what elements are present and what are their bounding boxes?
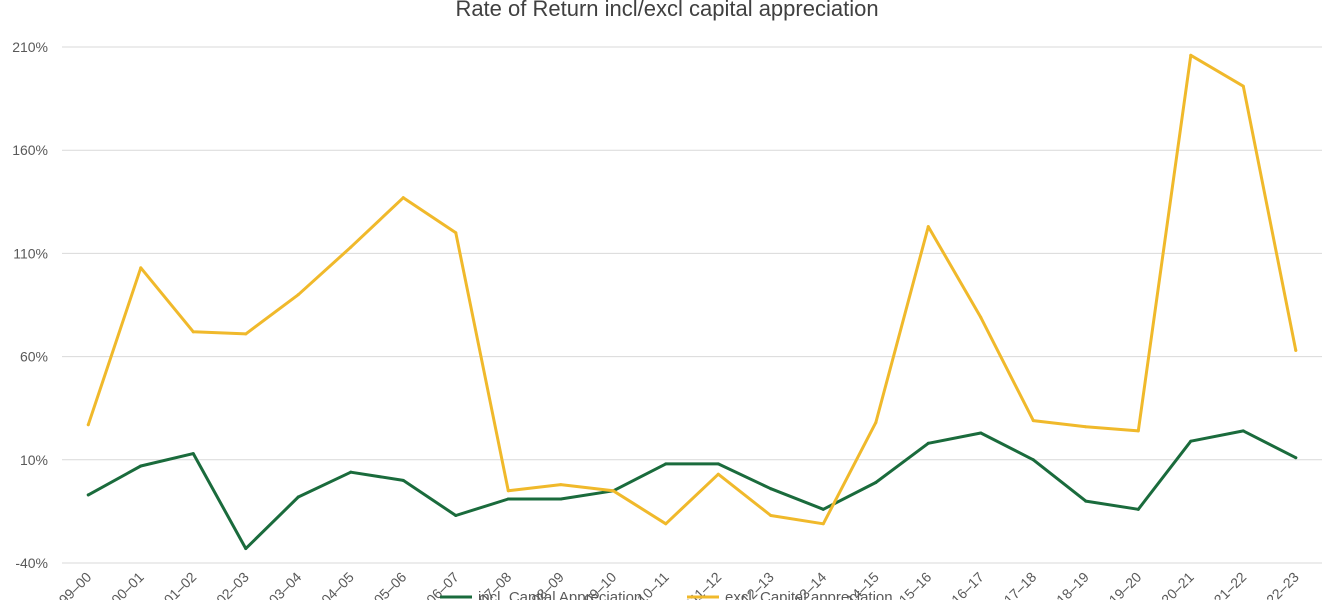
chart-title: Rate of Return incl/excl capital appreci…: [455, 0, 879, 21]
x-tick-label: 2001–02: [150, 569, 200, 600]
x-axis-ticks: 1999–00 2000–01 2001–02 2002–03 2003–04 2004–…: [45, 569, 1303, 600]
data-point: [874, 481, 878, 485]
y-tick-label: 160%: [12, 142, 48, 158]
data-point: [139, 464, 143, 468]
data-point: [244, 547, 248, 551]
data-point: [716, 472, 720, 476]
x-tick-label: 2021–22: [1200, 569, 1250, 600]
series-lines: [86, 53, 1298, 551]
data-point: [769, 487, 773, 491]
x-tick-label: 2006–07: [412, 569, 462, 600]
data-point: [874, 421, 878, 425]
data-point: [559, 497, 563, 501]
data-point: [191, 452, 195, 456]
legend-label: incl. Cantial Appreciation: [478, 589, 642, 600]
x-tick-label: 2002–03: [202, 569, 252, 600]
x-tick-label: 2011–12: [675, 569, 724, 600]
data-point: [979, 431, 983, 435]
data-point: [716, 462, 720, 466]
legend: incl. Cantial Appreciation excl. Capital …: [440, 589, 893, 600]
data-point: [1294, 348, 1298, 352]
data-point: [664, 462, 668, 466]
data-point: [611, 489, 615, 493]
gridlines: [62, 46, 1322, 564]
data-point: [926, 225, 930, 229]
y-axis-ticks: -40% 10% 60% 110% 160% 210%: [12, 39, 48, 571]
data-point: [401, 478, 405, 482]
x-tick-label: 2003–04: [255, 569, 305, 600]
data-point: [191, 330, 195, 334]
x-tick-label: 2022–23: [1252, 569, 1302, 600]
data-point: [1084, 425, 1088, 429]
data-point: [1294, 456, 1298, 460]
x-tick-label: 2016–17: [937, 569, 987, 600]
data-point: [349, 470, 353, 474]
x-tick-label: 2000–01: [97, 569, 147, 600]
data-point: [926, 441, 930, 445]
x-tick-label: 1999–00: [45, 569, 95, 600]
data-point: [979, 315, 983, 319]
data-point: [559, 483, 563, 487]
data-point: [1189, 439, 1193, 443]
y-tick-label: 110%: [13, 245, 48, 261]
x-tick-label: 2020–21: [1147, 569, 1197, 600]
data-point: [86, 423, 90, 427]
data-point: [1241, 84, 1245, 88]
data-point: [139, 266, 143, 270]
series-line-1: [86, 53, 1298, 526]
data-point: [454, 514, 458, 518]
data-point: [821, 507, 825, 511]
series-line-0: [86, 429, 1298, 551]
y-tick-label: 60%: [20, 349, 48, 365]
y-tick-label: 210%: [12, 39, 48, 55]
data-point: [1084, 499, 1088, 503]
data-point: [1031, 419, 1035, 423]
y-tick-label: 10%: [20, 452, 48, 468]
legend-label: excl. Capital appreciation: [725, 589, 893, 600]
x-tick-label: 2018–19: [1042, 569, 1092, 600]
data-point: [664, 522, 668, 526]
data-point: [296, 293, 300, 297]
data-point: [1241, 429, 1245, 433]
x-tick-label: 2017–18: [990, 569, 1040, 600]
data-point: [821, 522, 825, 526]
data-point: [769, 514, 773, 518]
x-tick-label: 2004–05: [307, 569, 357, 600]
y-tick-label: -40%: [15, 555, 48, 571]
data-point: [454, 231, 458, 235]
data-point: [349, 245, 353, 249]
data-point: [506, 489, 510, 493]
data-point: [1031, 458, 1035, 462]
data-point: [86, 493, 90, 497]
data-point: [1136, 507, 1140, 511]
x-tick-label: 2005–06: [360, 569, 410, 600]
data-point: [244, 332, 248, 336]
data-point: [1189, 53, 1193, 57]
data-point: [296, 495, 300, 499]
data-point: [401, 196, 405, 200]
data-point: [1136, 429, 1140, 433]
x-tick-label: 2019–20: [1095, 569, 1145, 600]
data-point: [506, 497, 510, 501]
